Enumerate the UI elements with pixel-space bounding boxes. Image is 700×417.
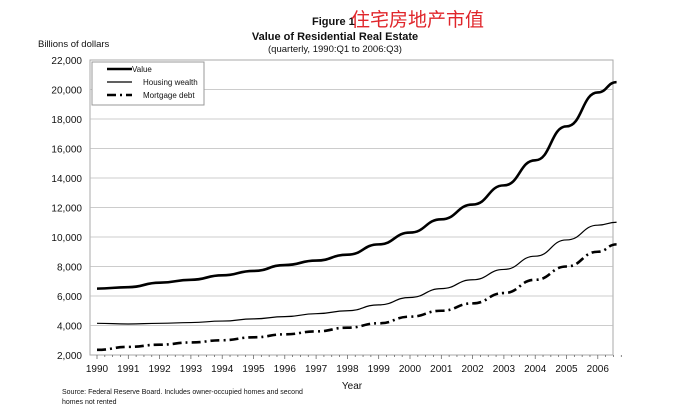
x-tick-label: 2006 bbox=[587, 364, 610, 375]
series-line-housing-wealth bbox=[96, 221, 617, 325]
chinese-annotation: 住宅房地产市值 bbox=[351, 9, 484, 31]
chart-title: Value of Residential Real Estate bbox=[252, 31, 418, 43]
y-tick-label: 22,000 bbox=[51, 56, 82, 67]
x-tick-label: 1999 bbox=[368, 364, 391, 375]
series-line-value bbox=[96, 80, 617, 290]
x-axis-label: Year bbox=[342, 381, 363, 392]
y-tick-label: 4,000 bbox=[57, 322, 82, 333]
legend-label-value: Value bbox=[132, 65, 152, 74]
series-line-mortgage-debt bbox=[96, 243, 617, 352]
x-tick-label: 2001 bbox=[430, 364, 453, 375]
x-tick-label: 1994 bbox=[211, 364, 234, 375]
x-tick-label: 1998 bbox=[336, 364, 359, 375]
y-tick-label: 20,000 bbox=[51, 86, 82, 97]
x-tick-label: 1997 bbox=[305, 364, 328, 375]
x-tick-label: 1991 bbox=[117, 364, 140, 375]
y-tick-label: 14,000 bbox=[51, 174, 82, 185]
x-tick-label: 2003 bbox=[493, 364, 516, 375]
y-tick-label: 10,000 bbox=[51, 233, 82, 244]
x-tick-label: 2000 bbox=[399, 364, 422, 375]
x-tick-label: 2002 bbox=[461, 364, 484, 375]
x-tick-label: 1992 bbox=[148, 364, 171, 375]
legend-label-mortgage: Mortgage debt bbox=[143, 91, 195, 100]
y-tick-label: 12,000 bbox=[51, 204, 82, 215]
x-tick-label: 1990 bbox=[86, 364, 109, 375]
y-tick-label: 6,000 bbox=[57, 292, 82, 303]
x-tick-label: 1993 bbox=[180, 364, 203, 375]
legend-label-housing: Housing wealth bbox=[143, 78, 198, 87]
legend: Value Housing wealth Mortgage debt bbox=[91, 61, 205, 106]
x-tick-label: 2004 bbox=[524, 364, 547, 375]
source-note-line2: homes not rented bbox=[62, 399, 117, 406]
y-tick-label: 8,000 bbox=[57, 263, 82, 274]
x-tick-label: 2005 bbox=[555, 364, 578, 375]
y-tick-label: 18,000 bbox=[51, 115, 82, 126]
x-tick-label: 1995 bbox=[242, 364, 265, 375]
chart-subtitle: (quarterly, 1990:Q1 to 2006:Q3) bbox=[268, 44, 402, 55]
figure-label: Figure 1 bbox=[312, 16, 355, 28]
y-tick-label: 2,000 bbox=[57, 351, 82, 362]
y-axis-label: Billions of dollars bbox=[38, 39, 110, 50]
x-tick-label: 1996 bbox=[274, 364, 297, 375]
y-tick-label: 16,000 bbox=[51, 145, 82, 156]
source-note: Source: Federal Reserve Board. Includes … bbox=[62, 389, 303, 396]
